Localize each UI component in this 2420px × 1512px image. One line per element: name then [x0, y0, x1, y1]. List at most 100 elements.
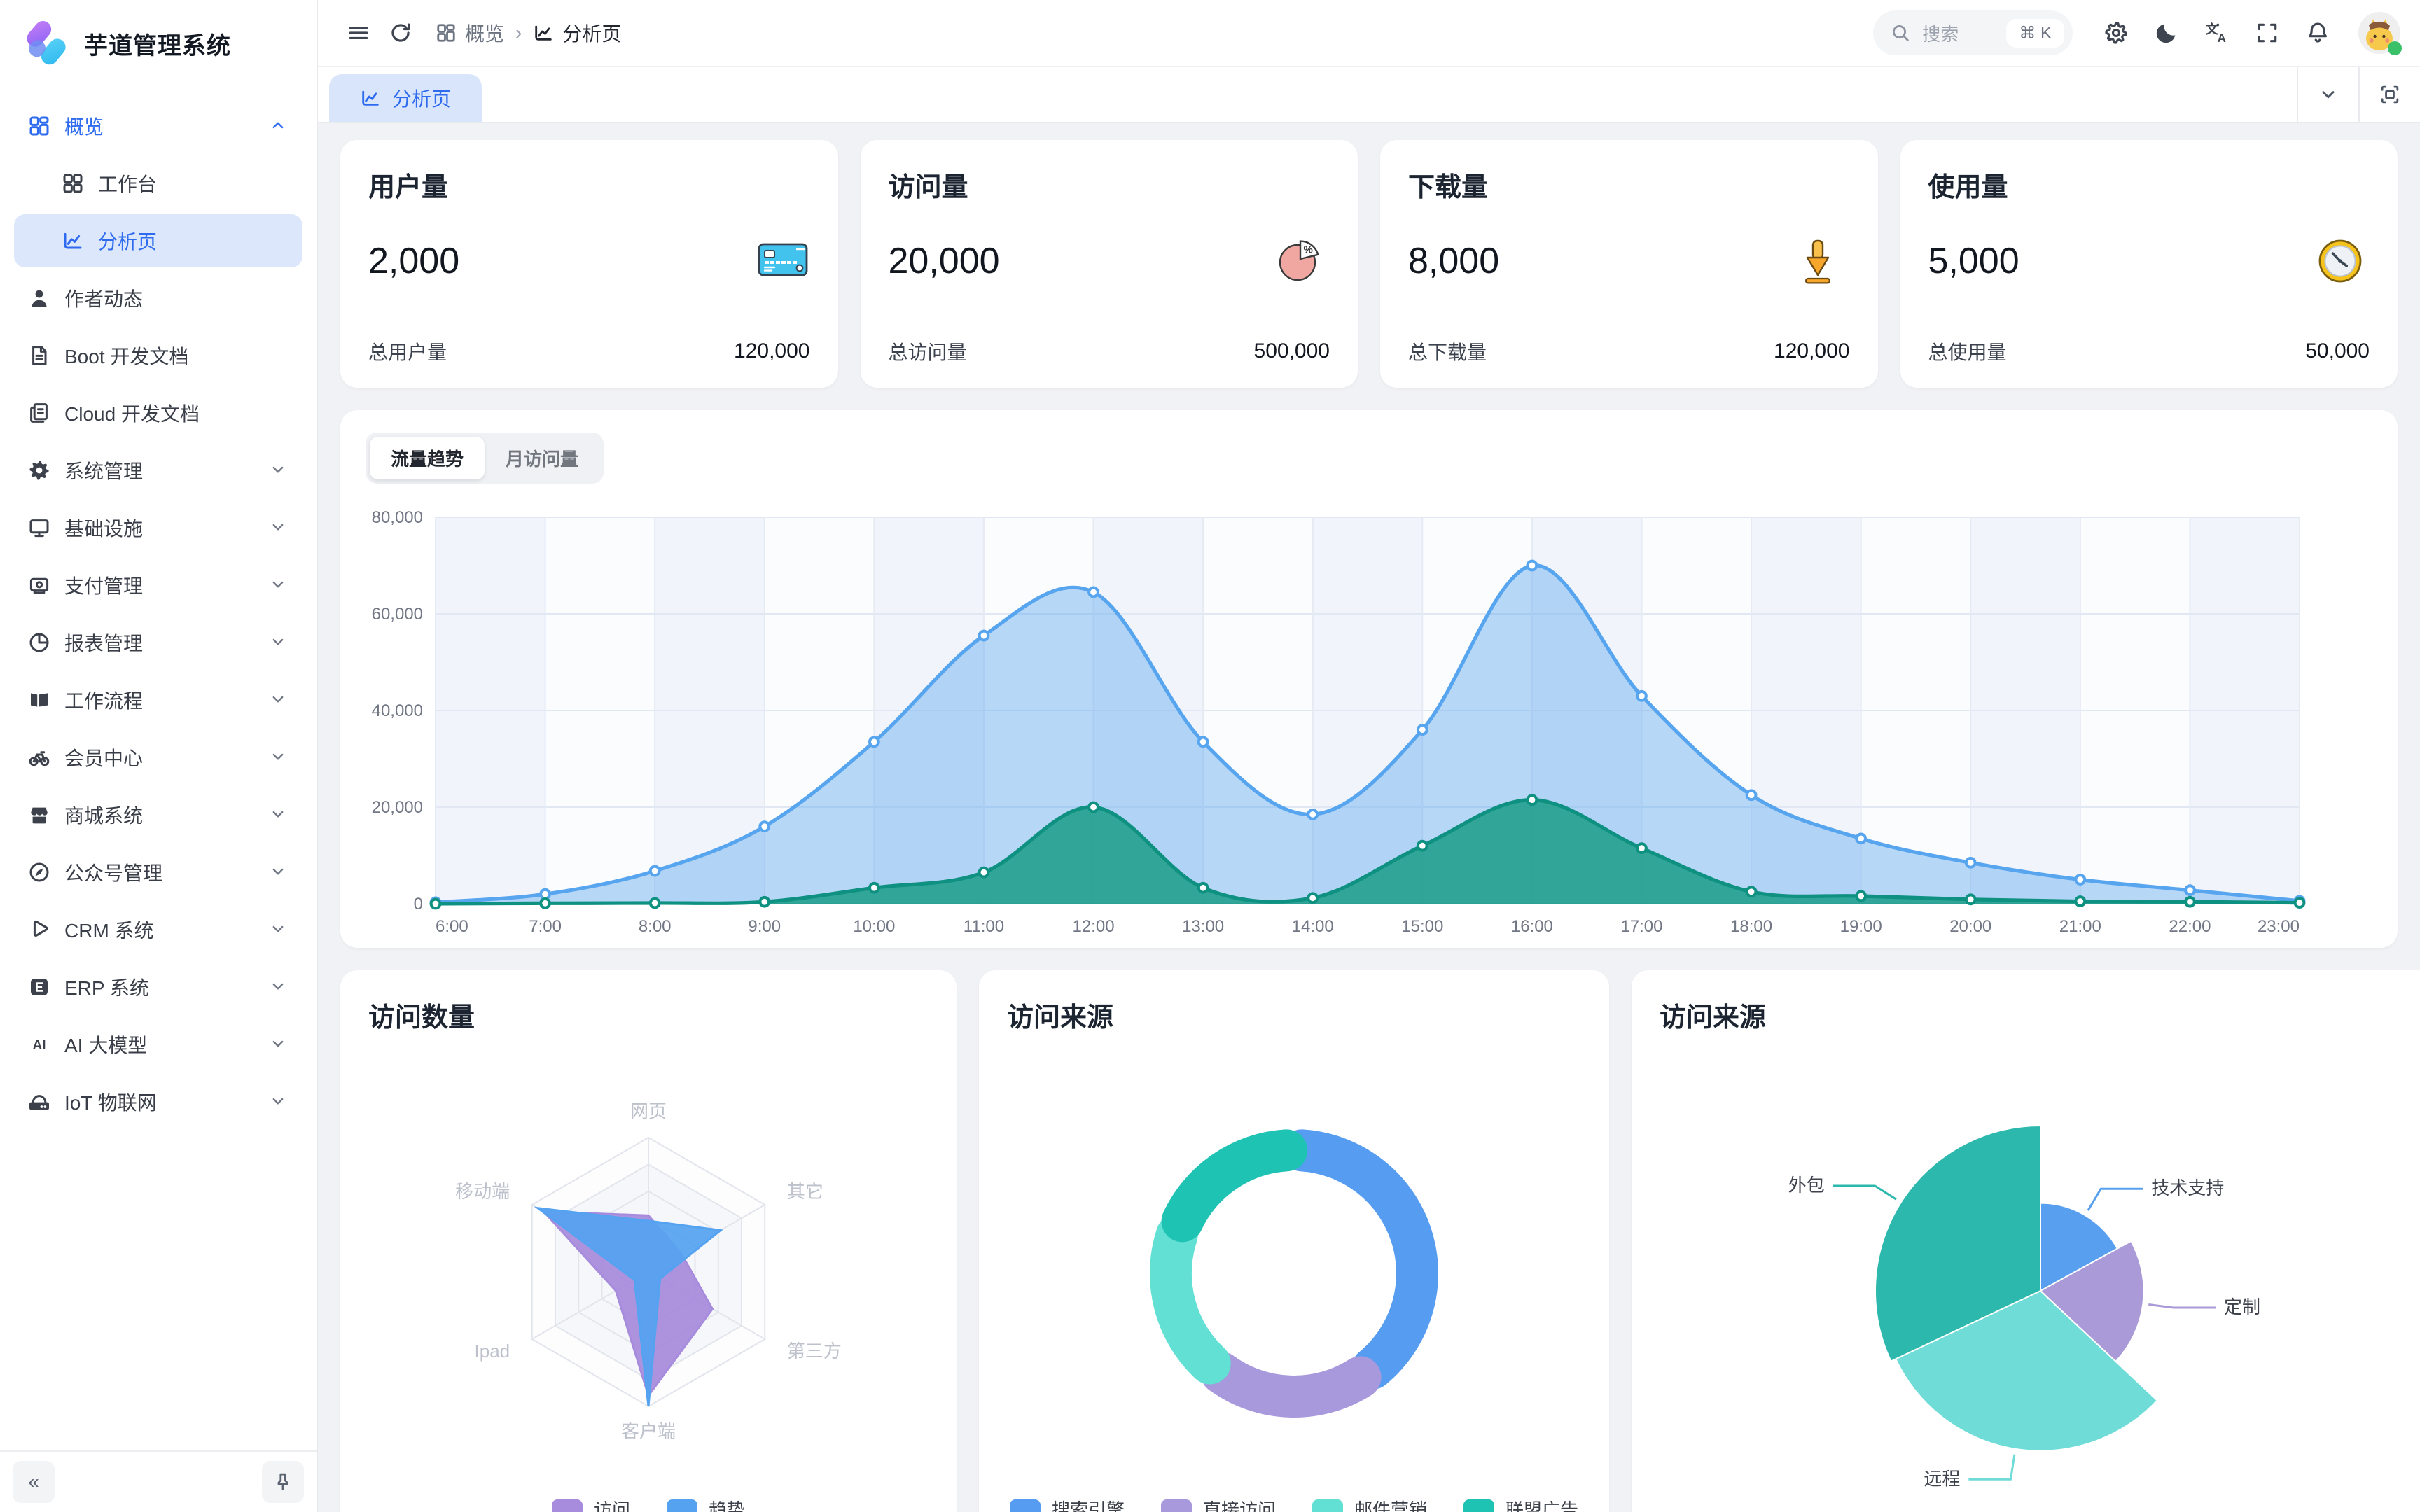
workflow-icon — [28, 689, 50, 711]
tab-label: 分析页 — [392, 88, 452, 110]
tab-monthly-visits[interactable]: 月访问量 — [485, 437, 599, 479]
content-maximize-button[interactable] — [2358, 67, 2420, 122]
sidebar-item-2[interactable]: Boot 开发文档 — [14, 329, 302, 382]
sidebar-item-6[interactable]: 支付管理 — [14, 559, 302, 612]
settings-button[interactable] — [2095, 12, 2137, 54]
legend-swatch — [667, 1499, 697, 1512]
tab-traffic-trend[interactable]: 流量趋势 — [370, 437, 485, 479]
sidebar-item-9[interactable]: 会员中心 — [14, 731, 302, 784]
sidebar-item-label: CRM 系统 — [64, 920, 154, 941]
sidebar-item-label: 系统管理 — [64, 461, 144, 482]
shop-icon — [28, 804, 50, 826]
sidebar-subitem-工作台[interactable]: 工作台 — [14, 157, 302, 210]
svg-text:Ipad: Ipad — [475, 1340, 510, 1362]
tab-bar: 分析页 — [318, 67, 2420, 123]
svg-text:16:00: 16:00 — [1511, 917, 1553, 936]
sidebar-item-15[interactable]: IoT 物联网 — [14, 1075, 302, 1128]
svg-text:7:00: 7:00 — [529, 917, 562, 936]
card-title: 访问来源 — [1007, 1003, 1114, 1032]
sidebar-item-0[interactable]: 概览 — [14, 99, 302, 153]
card-title: 访问来源 — [1660, 1003, 1767, 1032]
doc-icon — [28, 344, 50, 367]
svg-text:40,000: 40,000 — [372, 701, 423, 720]
sidebar-item-1[interactable]: 作者动态 — [14, 272, 302, 325]
svg-text:14:00: 14:00 — [1292, 917, 1334, 936]
chevron-down-icon — [269, 805, 288, 825]
svg-text:9:00: 9:00 — [748, 917, 781, 936]
svg-text:13:00: 13:00 — [1182, 917, 1224, 936]
stat-value: 8,000 — [1408, 241, 1500, 281]
visit-count-card: 访问数量 网页 其它 第三方 客户端 Ipad 移动端 访问 趋势 — [340, 970, 957, 1512]
legend-item-联盟广告[interactable]: 联盟广告 — [1463, 1496, 1578, 1512]
sidebar-item-5[interactable]: 基础设施 — [14, 501, 302, 554]
svg-text:12:00: 12:00 — [1072, 917, 1114, 936]
pie-percent-icon: % — [1277, 237, 1330, 285]
sidebar-item-8[interactable]: 工作流程 — [14, 673, 302, 727]
stat-card-访问量: 访问量 20,000% 总访问量 500,000 — [860, 140, 1358, 388]
legend-item-访问[interactable]: 访问 — [551, 1496, 630, 1512]
iot-icon — [28, 1091, 50, 1113]
legend-label: 直接访问 — [1202, 1499, 1276, 1512]
bank-card-icon — [757, 237, 810, 285]
breadcrumb-item-概览[interactable]: 概览 — [436, 19, 504, 47]
svg-text:19:00: 19:00 — [1840, 917, 1882, 936]
donut-legend: 搜索引擎 直接访问 邮件营销 联盟广告 — [1009, 1496, 1578, 1512]
legend-item-搜索引擎[interactable]: 搜索引擎 — [1009, 1496, 1125, 1512]
stat-title: 用户量 — [368, 173, 449, 202]
fullscreen-button[interactable] — [2246, 12, 2288, 54]
sidebar-collapse-button[interactable]: « — [13, 1461, 55, 1503]
sidebar-item-13[interactable]: ERP 系统 — [14, 960, 302, 1014]
svg-text:A: A — [2218, 31, 2226, 45]
breadcrumb-item-分析页[interactable]: 分析页 — [533, 19, 621, 47]
refresh-button[interactable] — [380, 12, 422, 54]
search-input[interactable]: 搜索 ⌘ K — [1873, 10, 2073, 55]
tabs-dropdown-button[interactable] — [2297, 67, 2358, 122]
legend-item-直接访问[interactable]: 直接访问 — [1160, 1496, 1276, 1512]
sidebar-item-3[interactable]: Cloud 开发文档 — [14, 386, 302, 440]
search-icon — [1890, 22, 1911, 43]
stat-card-用户量: 用户量 2,000 总用户量 120,000 — [340, 140, 838, 388]
svg-text:15:00: 15:00 — [1401, 917, 1443, 936]
grid-icon — [436, 22, 457, 43]
rose-label-技术支持: 技术支持 — [2151, 1177, 2224, 1198]
traffic-tab-group: 流量趋势 月访问量 — [366, 433, 604, 484]
svg-text:18:00: 18:00 — [1730, 917, 1772, 936]
stat-total-label: 总用户量 — [368, 342, 447, 363]
sidebar-item-11[interactable]: 公众号管理 — [14, 846, 302, 899]
sidebar-item-4[interactable]: 系统管理 — [14, 444, 302, 497]
monitor-icon — [28, 517, 50, 539]
legend-item-趋势[interactable]: 趋势 — [667, 1496, 745, 1512]
sidebar-item-label: 商城系统 — [64, 805, 144, 827]
sidebar-pin-button[interactable] — [262, 1461, 304, 1503]
tab-analysis-page[interactable]: 分析页 — [329, 74, 482, 122]
rose-label-定制: 定制 — [2224, 1296, 2260, 1317]
legend-item-邮件营销[interactable]: 邮件营销 — [1312, 1496, 1427, 1512]
hamburger-menu-button[interactable] — [338, 12, 380, 54]
sidebar-item-12[interactable]: CRM 系统 — [14, 903, 302, 956]
legend-swatch — [1463, 1499, 1495, 1512]
stat-total-label: 总下载量 — [1408, 342, 1487, 363]
user-avatar[interactable] — [2358, 12, 2402, 55]
bell-button[interactable] — [2297, 12, 2339, 54]
svg-text:60,000: 60,000 — [372, 605, 423, 624]
svg-text:80,000: 80,000 — [372, 508, 423, 527]
sidebar-item-10[interactable]: 商城系统 — [14, 788, 302, 841]
sidebar-subitem-分析页[interactable]: 分析页 — [14, 214, 302, 267]
moon-button[interactable] — [2146, 12, 2188, 54]
sidebar-item-label: 基础设施 — [64, 518, 144, 540]
visit-source-donut-card: 访问来源 搜索引擎 直接访问 邮件营销 联盟广告 — [979, 970, 1609, 1512]
legend-label: 邮件营销 — [1354, 1499, 1428, 1512]
logo[interactable]: 芋道管理系统 — [0, 0, 317, 87]
sidebar-item-7[interactable]: 报表管理 — [14, 616, 302, 669]
svg-text:文: 文 — [2206, 22, 2219, 36]
svg-text:客户端: 客户端 — [621, 1420, 676, 1441]
svg-text:%: % — [1304, 244, 1313, 255]
legend-label: 联盟广告 — [1505, 1499, 1579, 1512]
rose-label-外包: 外包 — [1788, 1174, 1825, 1195]
visit-source-donut-chart — [1007, 1059, 1581, 1493]
sidebar-item-label: 概览 — [64, 116, 104, 138]
svg-text:22:00: 22:00 — [2169, 917, 2211, 936]
sidebar-item-14[interactable]: AI AI 大模型 — [14, 1018, 302, 1071]
